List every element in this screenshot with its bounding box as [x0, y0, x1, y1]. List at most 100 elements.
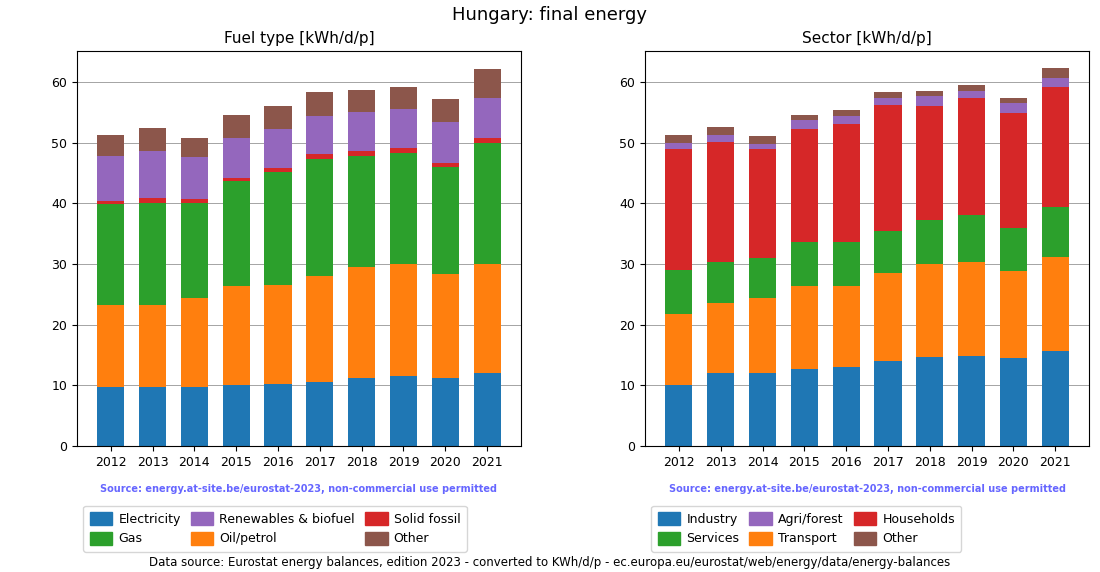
Bar: [473, 98, 500, 138]
Bar: [431, 99, 459, 122]
Bar: [666, 270, 693, 314]
Bar: [1000, 228, 1027, 271]
Bar: [306, 92, 333, 116]
Bar: [666, 142, 693, 149]
Bar: [791, 120, 818, 129]
Bar: [791, 129, 818, 241]
Bar: [264, 384, 292, 446]
Title: Fuel type [kWh/d/p]: Fuel type [kWh/d/p]: [223, 31, 374, 46]
Bar: [749, 149, 777, 258]
Bar: [306, 276, 333, 383]
Bar: [958, 216, 986, 262]
Bar: [833, 286, 860, 367]
Bar: [1000, 358, 1027, 446]
Bar: [264, 172, 292, 285]
Bar: [1042, 87, 1069, 207]
Bar: [139, 151, 166, 198]
Bar: [916, 357, 944, 446]
Bar: [97, 134, 124, 156]
Bar: [97, 201, 124, 205]
Bar: [707, 303, 735, 373]
Bar: [139, 128, 166, 151]
Bar: [180, 203, 208, 298]
Bar: [707, 142, 735, 261]
Bar: [874, 105, 902, 231]
Bar: [222, 178, 250, 181]
Bar: [348, 112, 375, 151]
Bar: [749, 258, 777, 298]
Bar: [707, 134, 735, 142]
Bar: [139, 202, 166, 305]
Bar: [791, 286, 818, 369]
Bar: [1042, 351, 1069, 446]
Legend: Industry, Services, Agri/forest, Transport, Households, Other: Industry, Services, Agri/forest, Transpo…: [651, 506, 961, 551]
Bar: [749, 144, 777, 149]
Bar: [473, 142, 500, 264]
Bar: [264, 129, 292, 168]
Bar: [431, 163, 459, 167]
Bar: [389, 148, 417, 153]
Bar: [791, 115, 818, 120]
Bar: [916, 97, 944, 105]
Bar: [222, 115, 250, 138]
Bar: [389, 376, 417, 446]
Bar: [833, 116, 860, 124]
Bar: [139, 387, 166, 446]
Bar: [389, 109, 417, 148]
Bar: [306, 154, 333, 159]
Bar: [874, 231, 902, 272]
Bar: [180, 199, 208, 203]
Text: Hungary: final energy: Hungary: final energy: [452, 6, 648, 23]
Bar: [791, 369, 818, 446]
Bar: [749, 137, 777, 144]
Bar: [389, 88, 417, 109]
Bar: [306, 116, 333, 154]
Bar: [916, 105, 944, 220]
Bar: [791, 241, 818, 286]
Bar: [958, 91, 986, 98]
Bar: [874, 98, 902, 105]
Bar: [97, 305, 124, 387]
Bar: [431, 122, 459, 163]
Bar: [180, 298, 208, 387]
Bar: [666, 149, 693, 270]
Bar: [1000, 271, 1027, 358]
Bar: [348, 151, 375, 156]
Bar: [958, 98, 986, 216]
Bar: [1042, 257, 1069, 351]
Bar: [222, 385, 250, 446]
Bar: [139, 198, 166, 202]
Bar: [431, 167, 459, 275]
Bar: [833, 124, 860, 241]
Text: Source: energy.at-site.be/eurostat-2023, non-commercial use permitted: Source: energy.at-site.be/eurostat-2023,…: [669, 484, 1066, 494]
Bar: [749, 373, 777, 446]
Bar: [473, 264, 500, 374]
Bar: [666, 314, 693, 385]
Bar: [97, 205, 124, 305]
Bar: [707, 261, 735, 303]
Bar: [222, 138, 250, 178]
Bar: [666, 134, 693, 142]
Bar: [97, 387, 124, 446]
Bar: [473, 374, 500, 446]
Bar: [348, 267, 375, 378]
Bar: [833, 241, 860, 286]
Bar: [958, 262, 986, 356]
Bar: [666, 385, 693, 446]
Bar: [749, 298, 777, 373]
Bar: [707, 373, 735, 446]
Bar: [958, 356, 986, 446]
Bar: [139, 305, 166, 387]
Bar: [264, 285, 292, 384]
Bar: [707, 127, 735, 134]
Bar: [348, 90, 375, 112]
Bar: [874, 272, 902, 360]
Bar: [874, 360, 902, 446]
Bar: [431, 275, 459, 378]
Text: Data source: Eurostat energy balances, edition 2023 - converted to KWh/d/p - ec.: Data source: Eurostat energy balances, e…: [150, 556, 950, 569]
Bar: [916, 220, 944, 264]
Bar: [180, 387, 208, 446]
Bar: [1042, 207, 1069, 257]
Bar: [180, 157, 208, 199]
Bar: [180, 138, 208, 157]
